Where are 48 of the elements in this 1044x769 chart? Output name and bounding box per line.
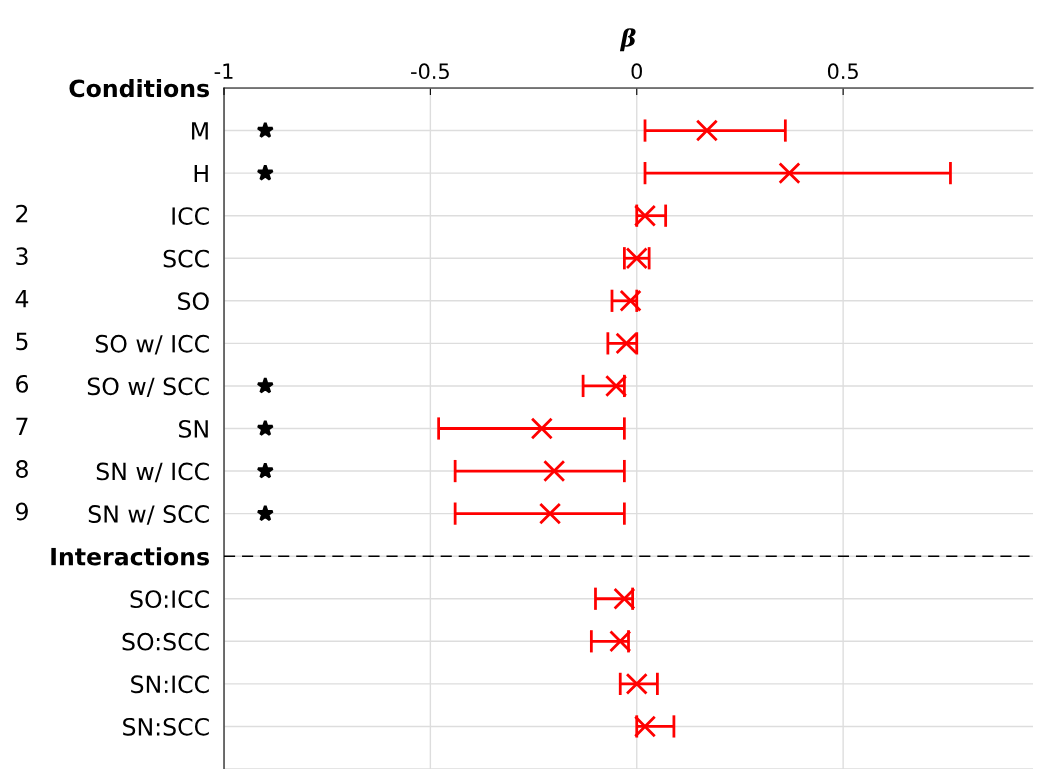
y-tick-label: M (192, 122, 208, 140)
y-tick-label: SO:ICC (130, 590, 209, 609)
y-tick-label: SO w/ SCC (87, 377, 209, 398)
y-tick-label: SO:SCC (122, 632, 209, 651)
point (613, 587, 636, 610)
y-tick-label: Interactions (51, 547, 209, 566)
point (633, 204, 657, 227)
x-tick-label: -0.5 (411, 63, 449, 80)
text: 2 (16, 204, 28, 223)
y-tick-label: SN w/ SCC (88, 505, 209, 525)
point (530, 417, 553, 440)
point (615, 332, 638, 355)
text: 7 (16, 417, 28, 436)
point (256, 462, 274, 479)
point (543, 459, 566, 483)
y-tick-label: SN (179, 419, 208, 438)
x-tick-label: 0.5 (827, 63, 858, 80)
x-tick-label: -1 (214, 63, 233, 79)
text: 9 (15, 502, 28, 521)
point (619, 289, 642, 312)
y-tick-label: H (194, 164, 208, 183)
y-tick-label: ICC (172, 207, 209, 225)
point (256, 504, 274, 522)
point (625, 672, 648, 695)
y-tick-label: Conditions (69, 79, 209, 98)
y-tick-label: SN:SCC (123, 717, 209, 736)
point (605, 374, 628, 398)
y-tick-label: SO w/ ICC (95, 334, 209, 355)
text: 4 (15, 290, 29, 308)
point (633, 715, 657, 738)
point (538, 502, 562, 525)
y-tick-label: SN w/ ICC (96, 462, 209, 483)
point (256, 121, 274, 139)
x-tick-label: 0 (631, 63, 642, 80)
point (256, 419, 274, 437)
point (256, 376, 274, 394)
point (609, 630, 632, 653)
point (778, 162, 801, 185)
y-tick-label: SO (178, 292, 209, 311)
text: 3 (16, 247, 28, 266)
text: 8 (16, 460, 28, 478)
x-axis-title: β (619, 28, 636, 52)
y-tick-label: SCC (163, 249, 209, 268)
point (256, 164, 274, 181)
y-tick-label: SN:ICC (131, 675, 209, 694)
text: 5 (16, 332, 28, 351)
point (695, 119, 719, 142)
text: 6 (16, 374, 29, 393)
